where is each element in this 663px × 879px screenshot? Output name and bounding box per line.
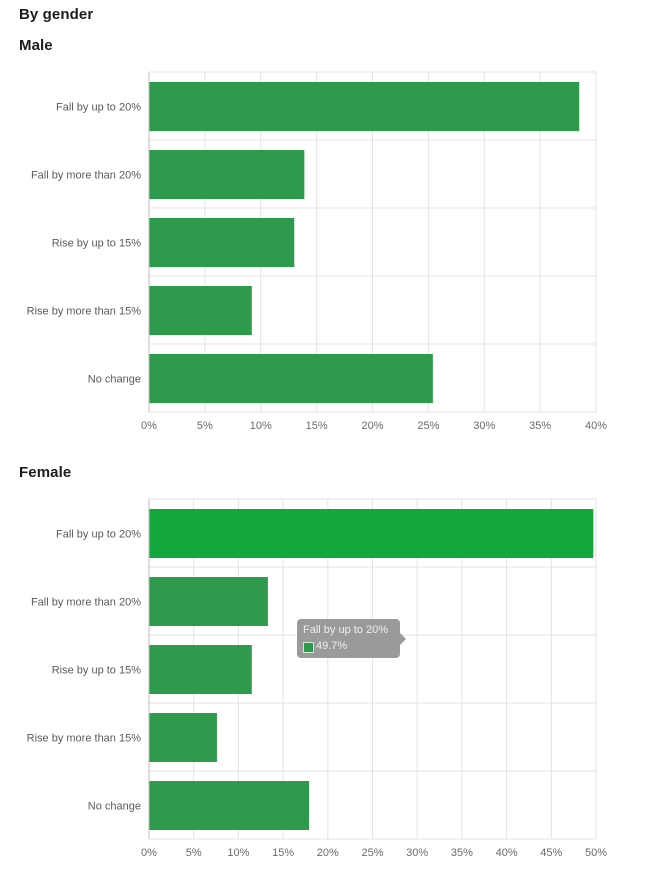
category-label: No change <box>88 801 141 813</box>
category-label: Fall by up to 20% <box>56 102 141 114</box>
bar[interactable] <box>149 713 217 762</box>
bar[interactable] <box>149 509 594 558</box>
x-tick-label: 5% <box>197 420 213 432</box>
x-tick-label: 20% <box>317 847 339 859</box>
x-tick-label: 35% <box>451 847 473 859</box>
x-tick-label: 45% <box>540 847 562 859</box>
category-label: Rise by up to 15% <box>52 238 141 250</box>
tooltip-swatch <box>303 642 314 653</box>
tooltip-value: 49.7% <box>316 640 348 652</box>
tooltip-category: Fall by up to 20% <box>303 624 388 636</box>
x-tick-label: 10% <box>227 847 249 859</box>
x-tick-label: 25% <box>417 420 439 432</box>
bar-chart-female: Fall by up to 20% Fall by more than 20% Ri… <box>27 498 607 859</box>
category-label: Fall by more than 20% <box>31 597 141 609</box>
x-tick-label: 0% <box>141 420 157 432</box>
x-tick-label: 10% <box>250 420 272 432</box>
x-tick-label: 0% <box>141 847 157 859</box>
x-tick-label: 40% <box>496 847 518 859</box>
category-label: No change <box>88 374 141 386</box>
x-tick-label: 50% <box>585 847 607 859</box>
bar[interactable] <box>149 82 580 131</box>
category-label: Rise by up to 15% <box>52 665 141 677</box>
bar[interactable] <box>149 781 310 830</box>
x-tick-label: 30% <box>406 847 428 859</box>
x-tick-label: 20% <box>361 420 383 432</box>
x-tick-label: 30% <box>473 420 495 432</box>
bar[interactable] <box>149 577 268 626</box>
x-tick-label: 5% <box>186 847 202 859</box>
x-tick-label: 15% <box>272 847 294 859</box>
x-tick-label: 40% <box>585 420 607 432</box>
bar[interactable] <box>149 150 305 199</box>
category-label: Fall by up to 20% <box>56 529 141 541</box>
bar[interactable] <box>149 354 433 403</box>
bar[interactable] <box>149 645 252 694</box>
bar[interactable] <box>149 286 252 335</box>
category-label: Rise by more than 15% <box>27 733 142 745</box>
x-tick-label: 15% <box>306 420 328 432</box>
bar[interactable] <box>149 218 295 267</box>
category-label: Rise by more than 15% <box>27 306 142 318</box>
chart-title-female: Female <box>19 464 72 481</box>
x-tick-label: 35% <box>529 420 551 432</box>
chart-title-male: Male <box>19 37 53 54</box>
section-title: By gender <box>19 6 94 23</box>
x-tick-label: 25% <box>361 847 383 859</box>
category-label: Fall by more than 20% <box>31 170 141 182</box>
bar-chart-male: Fall by up to 20% Fall by more than 20% Ri… <box>27 71 607 432</box>
chart-tooltip: Fall by up to 20% 49.7% <box>297 619 406 658</box>
